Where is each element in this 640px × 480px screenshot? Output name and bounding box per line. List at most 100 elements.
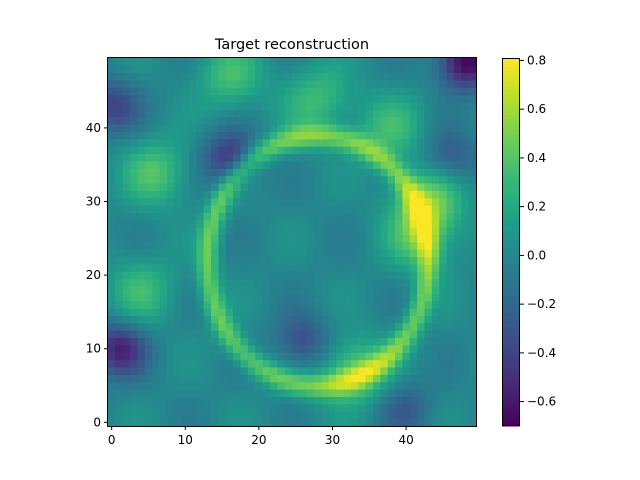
- heatmap-cell: [188, 337, 197, 346]
- heatmap-cell: [314, 183, 322, 191]
- heatmap-cell: [255, 330, 263, 339]
- heatmap-cell: [387, 227, 396, 236]
- heatmap-cell: [196, 72, 205, 81]
- heatmap-cell: [284, 367, 293, 375]
- heatmap-cell: [130, 242, 138, 250]
- heatmap-cell: [188, 146, 197, 155]
- heatmap-cell: [372, 175, 381, 184]
- heatmap-cell: [424, 65, 433, 74]
- heatmap-cell: [306, 212, 315, 221]
- heatmap-cell: [417, 418, 425, 427]
- heatmap-cell: [336, 146, 344, 155]
- heatmap-cell: [196, 308, 205, 316]
- heatmap-cell: [203, 219, 212, 228]
- heatmap-cell: [453, 205, 462, 213]
- heatmap-cell: [387, 168, 396, 177]
- heatmap-cell: [277, 161, 286, 169]
- heatmap-cell: [468, 381, 477, 390]
- heatmap-cell: [159, 161, 168, 169]
- colorbar-segment: [502, 174, 520, 179]
- heatmap-cell: [174, 205, 182, 213]
- heatmap-cell: [299, 183, 308, 191]
- heatmap-cell: [402, 183, 411, 191]
- heatmap-cell: [417, 234, 425, 243]
- heatmap-cell: [343, 396, 352, 405]
- heatmap-cell: [321, 286, 330, 294]
- heatmap-cell: [365, 242, 374, 250]
- heatmap-cell: [453, 337, 462, 346]
- heatmap-cell: [409, 80, 418, 88]
- heatmap-cell: [130, 94, 138, 103]
- heatmap-cell: [395, 381, 403, 390]
- heatmap-cell: [130, 58, 138, 66]
- heatmap-cell: [269, 293, 278, 302]
- heatmap-cell: [108, 175, 116, 184]
- colorbar-segment: [502, 386, 520, 391]
- heatmap-cell: [292, 190, 300, 199]
- heatmap-cell: [240, 138, 249, 147]
- heatmap-cell: [358, 352, 366, 361]
- heatmap-cell: [269, 124, 278, 132]
- heatmap-cell: [108, 242, 116, 250]
- heatmap-cell: [453, 374, 462, 383]
- heatmap-cell: [306, 138, 315, 147]
- heatmap-cell: [350, 212, 359, 221]
- heatmap-cell: [380, 58, 389, 66]
- heatmap-cell: [240, 403, 249, 412]
- heatmap-cell: [461, 308, 470, 316]
- heatmap-cell: [402, 190, 411, 199]
- heatmap-cell: [159, 124, 168, 132]
- x-tick-label: 10: [178, 433, 193, 447]
- y-tick-label: 0: [93, 415, 101, 429]
- heatmap-cell: [468, 242, 477, 250]
- heatmap-cell: [321, 65, 330, 74]
- heatmap-cell: [166, 308, 175, 316]
- heatmap-cell: [453, 278, 462, 287]
- heatmap-cell: [211, 278, 219, 287]
- heatmap-cell: [328, 138, 337, 147]
- heatmap-cell: [409, 337, 418, 346]
- heatmap-cell: [343, 418, 352, 427]
- heatmap-cell: [122, 293, 131, 302]
- heatmap-cell: [211, 168, 219, 177]
- heatmap-cell: [255, 153, 263, 162]
- heatmap-cell: [108, 308, 116, 316]
- heatmap-cell: [225, 403, 234, 412]
- heatmap-cell: [122, 271, 131, 280]
- heatmap-cell: [468, 153, 477, 162]
- heatmap-cell: [277, 72, 286, 81]
- heatmap-cell: [174, 109, 182, 118]
- heatmap-cell: [314, 190, 322, 199]
- heatmap-cell: [468, 227, 477, 236]
- heatmap-cell: [225, 271, 234, 280]
- heatmap-cell: [196, 116, 205, 125]
- heatmap-cell: [262, 197, 271, 206]
- heatmap-cell: [358, 308, 366, 316]
- heatmap-cell: [122, 286, 131, 294]
- heatmap-cell: [233, 403, 241, 412]
- heatmap-cell: [115, 138, 124, 147]
- heatmap-cell: [284, 234, 293, 243]
- heatmap-cell: [262, 271, 271, 280]
- heatmap-cell: [321, 138, 330, 147]
- heatmap-cell: [115, 65, 124, 74]
- heatmap-cell: [439, 183, 447, 191]
- heatmap-cell: [262, 131, 271, 140]
- heatmap-cell: [402, 300, 411, 309]
- heatmap-cell: [395, 124, 403, 132]
- heatmap-cell: [387, 315, 396, 324]
- heatmap-cell: [122, 212, 131, 221]
- heatmap-cell: [306, 264, 315, 272]
- heatmap-cell: [130, 153, 138, 162]
- heatmap-cell: [380, 153, 389, 162]
- colorbar-tick-label: 0.8: [527, 53, 546, 67]
- heatmap-cell: [166, 330, 175, 339]
- heatmap-cell: [380, 345, 389, 353]
- heatmap-cell: [446, 264, 455, 272]
- heatmap-cell: [336, 359, 344, 368]
- heatmap-cell: [365, 286, 374, 294]
- heatmap-cell: [240, 330, 249, 339]
- heatmap-cell: [174, 322, 182, 331]
- heatmap-cell: [328, 322, 337, 331]
- heatmap-cell: [402, 72, 411, 81]
